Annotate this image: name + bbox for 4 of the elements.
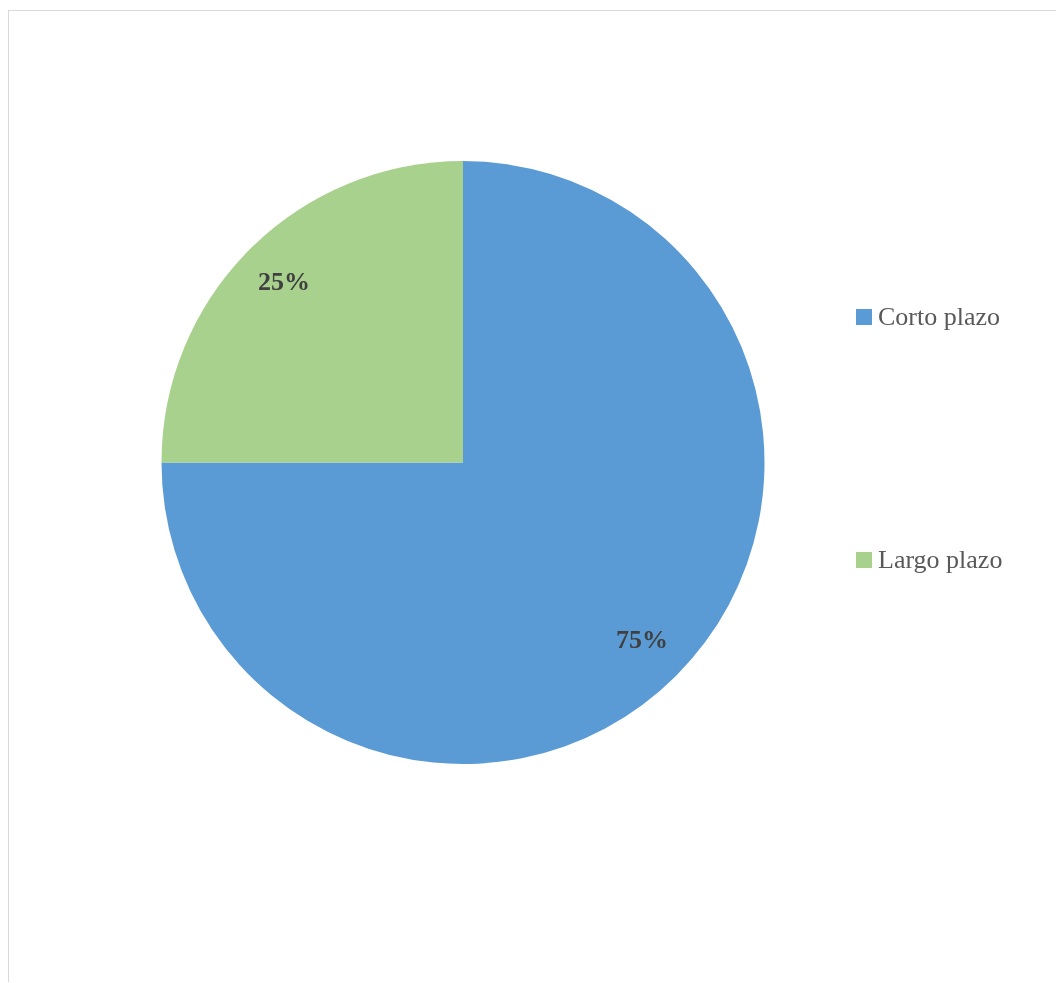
data-label: 25%: [257, 267, 310, 297]
legend-label: Largo plazo: [878, 545, 1003, 575]
legend-label: Corto plazo: [878, 302, 1001, 332]
data-label: 75%: [616, 625, 669, 655]
